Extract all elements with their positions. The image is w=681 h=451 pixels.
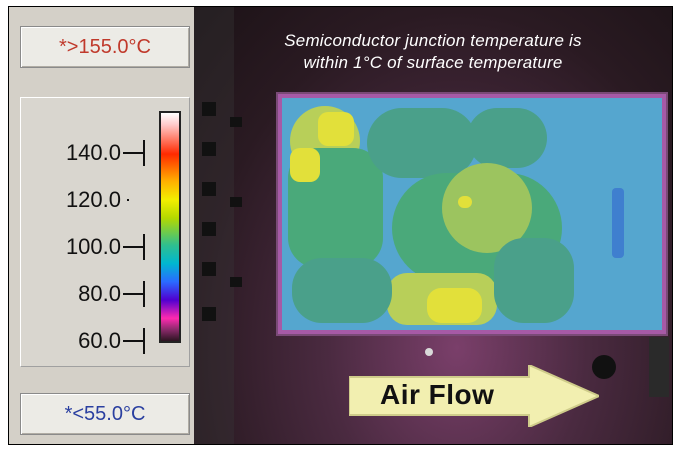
scale-tick-label: 60.0 (78, 328, 121, 353)
thermal-color-bar (159, 111, 181, 343)
scale-tick-140: 140.0 (45, 140, 155, 166)
tick-dash (123, 340, 145, 342)
scale-tick-120: 120.0 (45, 187, 155, 213)
max-temperature-label: *>155.0°C (59, 35, 151, 58)
tick-dot (127, 199, 129, 201)
temperature-scale-sidebar: *>155.0°C 140.0 120.0 100.0 80.0 60.0 (9, 7, 194, 444)
hotspot-zone (458, 196, 472, 208)
air-flow-label: Air Flow (380, 379, 495, 410)
circuit-board-heat-region (278, 94, 666, 334)
thermal-image: Semiconductor junction temperature is wi… (194, 7, 672, 444)
scale-tick-label: 80.0 (78, 281, 121, 306)
tick-dash (123, 293, 145, 295)
scale-tick-100: 100.0 (45, 234, 155, 260)
min-temperature-label: *<55.0°C (64, 402, 146, 425)
tick-bar (143, 328, 145, 354)
max-temperature-readout: *>155.0°C (20, 26, 190, 68)
warm-zone (467, 108, 547, 168)
tick-bar (143, 281, 145, 307)
tick-bar (143, 234, 145, 260)
min-temperature-readout: *<55.0°C (20, 393, 190, 435)
warm-zone (367, 108, 477, 178)
caption-line-1: Semiconductor junction temperature is (284, 31, 582, 50)
tick-bar (143, 140, 145, 166)
scale-tick-label: 120.0 (65, 187, 121, 212)
thermal-viewer-window: *>155.0°C 140.0 120.0 100.0 80.0 60.0 (8, 6, 673, 445)
scale-tick-60: 60.0 (45, 328, 155, 354)
caption-line-2: within 1°C of surface temperature (303, 53, 563, 72)
scale-tick-label: 100.0 (65, 234, 121, 259)
scale-tick-label: 140.0 (65, 140, 121, 165)
hotspot-zone (318, 112, 354, 146)
air-flow-arrow-icon (349, 365, 599, 427)
cool-strip (612, 188, 624, 258)
warm-zone (292, 258, 392, 323)
background-components-decor (194, 7, 669, 444)
hotspot-zone (427, 288, 482, 323)
hotspot-zone (290, 148, 320, 182)
scale-tick-80: 80.0 (45, 281, 155, 307)
tick-dash (123, 246, 145, 248)
warm-zone (494, 238, 574, 323)
tick-dash (123, 152, 145, 154)
